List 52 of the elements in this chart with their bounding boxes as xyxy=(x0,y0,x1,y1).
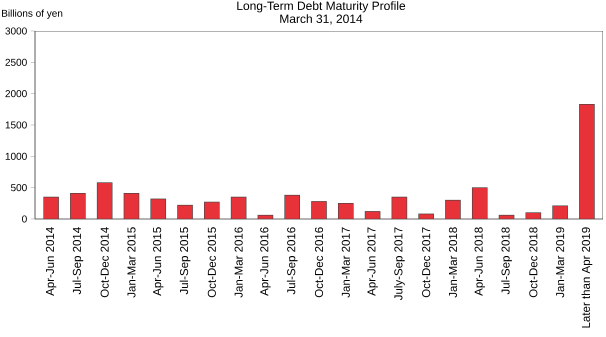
bar xyxy=(43,196,59,219)
x-tick-label: Jan-Mar 2019 xyxy=(556,227,564,298)
bar xyxy=(230,196,246,219)
x-tick-label: Oct-Dec 2018 xyxy=(529,227,538,298)
bar xyxy=(338,203,354,219)
x-tick-label: Oct-Dec 2017 xyxy=(422,227,430,298)
bar xyxy=(552,206,568,219)
y-tick-label: 2000 xyxy=(5,90,27,98)
x-tick-label: Oct-Dec 2015 xyxy=(208,227,216,298)
x-tick-label: Jan-Mar 2018 xyxy=(448,227,458,298)
chart-subtitle: March 31, 2014 xyxy=(280,14,362,24)
bar xyxy=(579,104,595,219)
x-tick-label: Jul-Sep 2018 xyxy=(501,227,512,294)
bar xyxy=(204,202,220,219)
x-tick-label: Apr-Jun 2015 xyxy=(153,227,164,296)
x-tick-label: Jan-Mar 2016 xyxy=(234,227,243,298)
y-tick-label: 2500 xyxy=(5,58,27,66)
bar xyxy=(392,196,408,219)
x-tick-label: Jul-Sep 2015 xyxy=(180,227,190,294)
y-tick-label: 0 xyxy=(22,215,27,223)
bar xyxy=(418,214,434,219)
bar xyxy=(124,193,140,219)
x-tick-label: Apr-Jun 2017 xyxy=(367,227,378,296)
y-tick-label: 500 xyxy=(10,184,27,192)
bar xyxy=(150,198,166,219)
bar xyxy=(284,194,300,219)
y-axis-title: Billions of yen xyxy=(2,9,62,19)
bar xyxy=(364,211,380,219)
x-tick-label: Jul-Sep 2014 xyxy=(72,227,84,294)
x-tick-label: Later than Apr 2019 xyxy=(582,227,592,328)
x-tick-label: Jan-Mar 2017 xyxy=(342,227,350,298)
bar xyxy=(526,212,542,219)
bar xyxy=(472,187,488,219)
x-tick-label: Apr-Jun 2018 xyxy=(474,227,485,296)
bar xyxy=(70,193,86,219)
x-tick-label: July-Sep 2017 xyxy=(394,227,405,300)
bar xyxy=(96,182,112,219)
bar xyxy=(498,214,514,219)
x-tick-label: Oct-Dec 2016 xyxy=(314,227,324,298)
x-tick-label: Jan-Mar 2015 xyxy=(127,227,136,298)
bar xyxy=(445,200,461,219)
x-tick-label: Apr-Jun 2014 xyxy=(46,227,56,296)
x-tick-label: Jul-Sep 2016 xyxy=(286,227,298,294)
bar xyxy=(258,214,274,219)
x-tick-label: Apr-Jun 2016 xyxy=(260,227,271,296)
y-tick-label: 1000 xyxy=(6,152,27,160)
bar xyxy=(311,201,327,219)
x-tick-label: Oct-Dec 2014 xyxy=(100,227,109,298)
bar xyxy=(177,204,193,219)
chart-title: Long-Term Debt Maturity Profile xyxy=(237,1,406,12)
y-tick-label: 3000 xyxy=(5,27,27,35)
y-tick-label: 1500 xyxy=(6,121,27,129)
